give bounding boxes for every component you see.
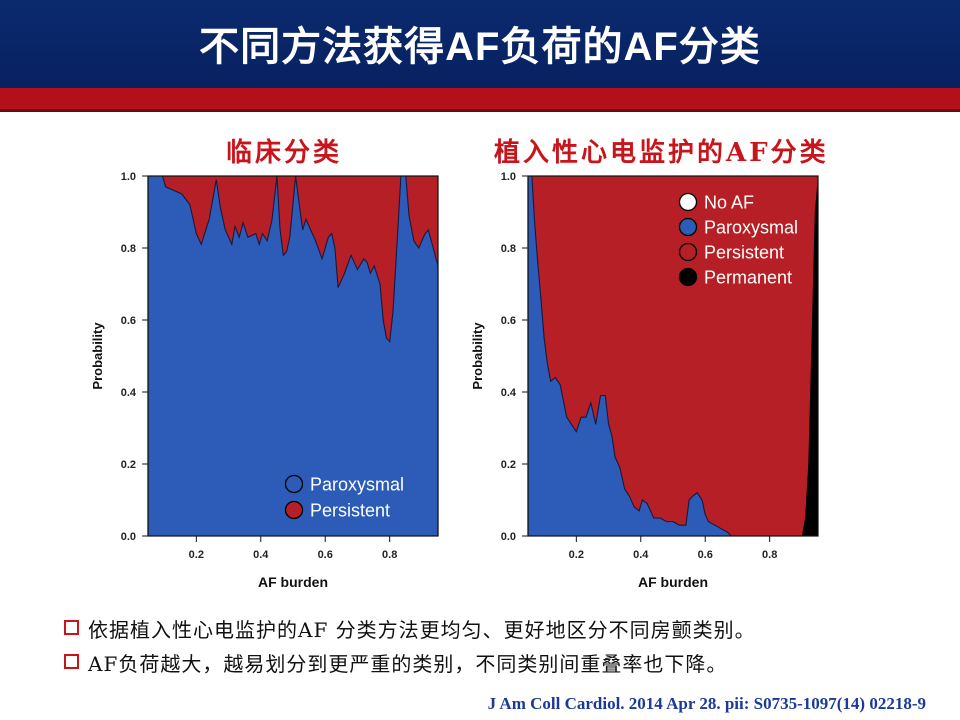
x-tick-label: 0.6 — [698, 549, 713, 561]
legend-label: No AF — [704, 193, 754, 213]
y-tick-label: 0.6 — [121, 315, 136, 327]
y-tick-label: 0.2 — [501, 459, 516, 471]
x-tick-label: 0.2 — [189, 549, 204, 561]
y-tick-label: 0.0 — [501, 531, 516, 543]
x-axis-label: AF burden — [258, 574, 328, 590]
legend-marker-permanent — [678, 267, 698, 287]
legend-label: Paroxysmal — [310, 475, 404, 495]
bullet-square-icon — [64, 620, 79, 635]
y-tick-label: 0.0 — [121, 531, 136, 543]
x-axis-label: AF burden — [638, 574, 708, 590]
x-tick-label: 0.2 — [569, 549, 584, 561]
x-tick-label: 0.8 — [762, 549, 777, 561]
legend-label: Permanent — [704, 268, 792, 288]
y-tick-label: 1.0 — [121, 171, 136, 183]
bullet-item: AF负荷越大，越易划分到更严重的类别，不同类别间重叠率也下降。 — [64, 646, 944, 680]
clinical-classification-chart: 0.0 0.2 0.4 0.6 0.8 1.0 0.2 0.4 0.6 0.8 AF burden P… — [90, 171, 439, 590]
legend-marker-paroxysmal — [284, 474, 304, 494]
x-tick-label: 0.4 — [633, 549, 649, 561]
bullet-square-icon — [64, 654, 79, 669]
x-tick-label: 0.4 — [253, 549, 269, 561]
legend-label: Persistent — [704, 243, 784, 263]
bullet-text: AF负荷越大，越易划分到更严重的类别，不同类别间重叠率也下降。 — [88, 652, 728, 676]
bullet-text: 依据植入性心电监护的AF 分类方法更均匀、更好地区分不同房颤类别。 — [88, 618, 756, 642]
y-axis-label: Probability — [90, 322, 105, 390]
citation: J Am Coll Cardiol. 2014 Apr 28. pii: S07… — [487, 694, 926, 713]
legend-marker-persistent — [284, 500, 304, 520]
y-tick-label: 0.2 — [121, 459, 136, 471]
legend-label: Paroxysmal — [704, 218, 798, 238]
right-chart-title: 植入性心电监护的AF分类 — [494, 138, 829, 168]
legend-label: Persistent — [310, 501, 390, 521]
left-chart-title: 临床分类 — [226, 138, 343, 168]
y-tick-label: 0.8 — [501, 243, 516, 255]
y-axis-label: Probability — [470, 322, 485, 390]
icm-classification-chart: 0.0 0.2 0.4 0.6 0.8 1.0 0.2 0.4 0.6 0.8 AF burden P… — [470, 171, 819, 590]
legend-marker-paroxysmal — [678, 217, 698, 237]
slide-title: 不同方法获得AF负荷的AF分类 — [199, 25, 761, 69]
y-tick-label: 0.8 — [121, 243, 136, 255]
plot-frame — [147, 175, 439, 537]
y-tick-label: 0.4 — [121, 387, 137, 399]
plot-frame — [527, 175, 819, 537]
paroxysmal-area — [527, 175, 818, 537]
bullet-item: 依据植入性心电监护的AF 分类方法更均匀、更好地区分不同房颤类别。 — [64, 612, 944, 646]
slide-header: 不同方法获得AF负荷的AF分类 — [0, 0, 960, 88]
x-tick-label: 0.6 — [318, 549, 333, 561]
header-accent-band — [0, 88, 960, 112]
legend-marker-persistent — [678, 242, 698, 262]
legend-marker-no-af — [678, 192, 698, 212]
x-tick-label: 0.8 — [382, 549, 397, 561]
y-tick-label: 0.6 — [501, 315, 516, 327]
y-tick-label: 1.0 — [501, 171, 516, 183]
y-tick-label: 0.4 — [501, 387, 517, 399]
bullet-list: 依据植入性心电监护的AF 分类方法更均匀、更好地区分不同房颤类别。 AF负荷越大… — [64, 612, 944, 680]
